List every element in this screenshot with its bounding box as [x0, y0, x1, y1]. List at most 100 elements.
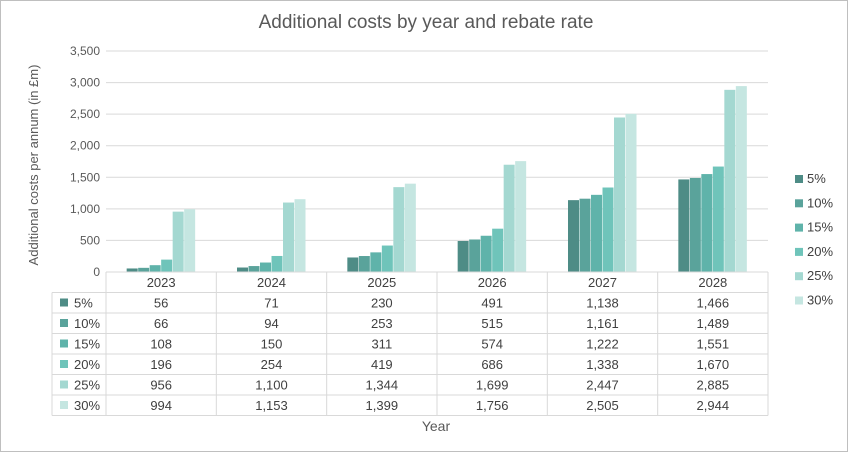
table-cell: 515 — [481, 316, 503, 331]
bar — [591, 194, 602, 272]
table-legend-key — [60, 401, 68, 409]
bar — [602, 187, 614, 272]
bar — [712, 166, 724, 272]
bar — [503, 164, 515, 272]
table-cell: 311 — [371, 337, 392, 352]
bar — [149, 265, 161, 272]
bar — [294, 199, 306, 272]
table-series-name: 30% — [74, 398, 100, 413]
bar — [126, 268, 138, 272]
bar — [515, 161, 527, 272]
table-cell: 1,100 — [255, 378, 288, 393]
bar — [492, 228, 504, 272]
x-axis-label: Year — [422, 418, 451, 434]
table-series-name: 5% — [74, 296, 93, 311]
table-legend-key — [60, 339, 68, 348]
bar — [625, 113, 637, 272]
bar — [358, 256, 370, 272]
table-cell: 108 — [150, 337, 172, 352]
legend-label: 25% — [807, 268, 833, 283]
y-tick-label: 2,000 — [70, 139, 100, 153]
table-cell: 1,699 — [476, 378, 509, 393]
y-tick-label: 2,500 — [70, 107, 100, 121]
data-table: 2023 2024 2025 2026 2027 2028 5% 56 71 230 491 1,13… — [51, 271, 769, 416]
legend-key — [795, 272, 803, 281]
x-tick-label: 2023 — [147, 275, 176, 290]
bar — [370, 252, 382, 272]
y-tick-label: 3,500 — [70, 44, 100, 58]
legend-label: 10% — [807, 195, 833, 210]
table-cell: 2,505 — [586, 398, 619, 413]
table-cell: 994 — [150, 398, 172, 413]
table-series-name: 25% — [74, 378, 100, 393]
bar — [283, 202, 294, 272]
table-cell: 1,489 — [697, 316, 730, 331]
chart-title: Additional costs by year and rebate rate — [259, 12, 594, 33]
bar — [393, 187, 405, 272]
bar — [469, 239, 481, 272]
table-cell: 1,670 — [697, 357, 730, 372]
table-cell: 419 — [371, 357, 393, 372]
y-axis-label: Additional costs per annum (in £m) — [26, 65, 41, 266]
bar — [568, 200, 579, 272]
bar — [735, 86, 747, 273]
table-cell: 2,885 — [697, 378, 730, 393]
bar — [404, 183, 416, 272]
x-tick-label: 2028 — [698, 275, 727, 290]
table-cell: 253 — [371, 316, 393, 331]
table-cell: 956 — [150, 378, 172, 393]
legend-key — [795, 175, 803, 183]
bar — [161, 259, 173, 272]
table-series-name: 15% — [74, 337, 100, 352]
table-cell: 196 — [150, 357, 172, 372]
table-cell: 1,466 — [697, 296, 730, 311]
bar — [172, 211, 184, 272]
y-tick-label: 3,000 — [70, 76, 100, 90]
legend-label: 30% — [807, 293, 833, 308]
table-cell: 491 — [481, 296, 503, 311]
y-tick-label: 0 — [93, 265, 100, 279]
table-cell: 1,338 — [586, 357, 619, 372]
legend-label: 5% — [807, 171, 826, 186]
table-cell: 1,161 — [586, 316, 619, 331]
table-cell: 71 — [264, 296, 278, 311]
table-cell: 56 — [154, 296, 168, 311]
y-axis-ticks: 0 500 1,000 1,500 2,000 2,500 3,000 3,500 — [70, 44, 100, 279]
table-cell: 1,551 — [697, 337, 730, 352]
legend-label: 20% — [807, 244, 833, 259]
table-cell: 1,756 — [476, 398, 509, 413]
table-cell: 686 — [481, 357, 503, 372]
table-legend-key — [60, 298, 68, 307]
bar — [457, 240, 469, 272]
bar — [701, 174, 713, 272]
table-cell: 66 — [154, 316, 168, 331]
y-tick-label: 1,000 — [70, 202, 100, 216]
bar — [381, 245, 393, 272]
x-tick-label: 2027 — [588, 275, 617, 290]
table-cell: 574 — [481, 337, 503, 352]
x-tick-label: 2026 — [478, 275, 507, 290]
bar — [184, 209, 196, 272]
legend-key — [795, 247, 803, 256]
y-tick-label: 1,500 — [70, 170, 100, 184]
table-cell: 150 — [261, 337, 283, 352]
table-cell: 1,222 — [586, 337, 619, 352]
bar — [347, 257, 359, 272]
table-cell: 2,944 — [697, 398, 730, 413]
bar — [248, 266, 260, 272]
bar — [237, 267, 248, 272]
table-series-name: 10% — [74, 316, 100, 331]
table-cell: 1,399 — [366, 398, 399, 413]
table-cell: 1,344 — [366, 378, 399, 393]
bar — [271, 255, 283, 272]
table-legend-key — [60, 319, 68, 327]
legend-key — [795, 296, 803, 305]
x-tick-label: 2025 — [367, 275, 396, 290]
bar — [579, 198, 591, 272]
legend: 5% 10% 15% 20% 25% 30% — [795, 171, 833, 308]
legend-key — [795, 223, 803, 232]
table-cell: 254 — [261, 357, 283, 372]
bar — [614, 117, 625, 272]
table-cell: 1,138 — [586, 296, 619, 311]
